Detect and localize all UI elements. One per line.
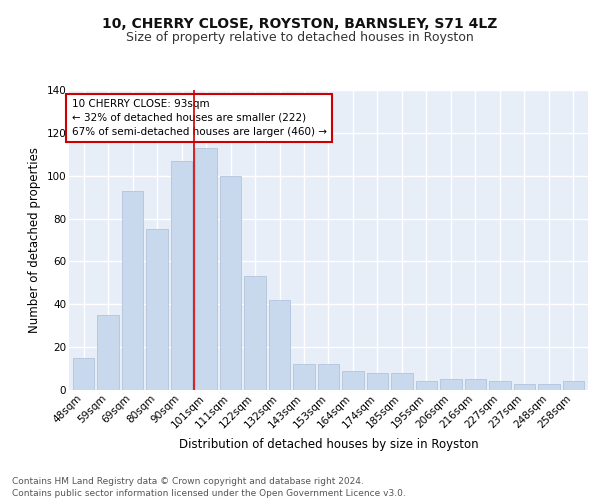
Bar <box>171 160 193 390</box>
Bar <box>146 230 168 390</box>
Bar <box>416 382 437 390</box>
Text: 10 CHERRY CLOSE: 93sqm
← 32% of detached houses are smaller (222)
67% of semi-de: 10 CHERRY CLOSE: 93sqm ← 32% of detached… <box>71 99 326 137</box>
Bar <box>440 380 461 390</box>
Bar <box>293 364 315 390</box>
Bar <box>342 370 364 390</box>
Bar <box>318 364 339 390</box>
Bar <box>73 358 94 390</box>
Bar <box>220 176 241 390</box>
Text: Contains HM Land Registry data © Crown copyright and database right 2024.
Contai: Contains HM Land Registry data © Crown c… <box>12 476 406 498</box>
Bar <box>196 148 217 390</box>
Bar <box>97 315 119 390</box>
Text: 10, CHERRY CLOSE, ROYSTON, BARNSLEY, S71 4LZ: 10, CHERRY CLOSE, ROYSTON, BARNSLEY, S71… <box>103 18 497 32</box>
X-axis label: Distribution of detached houses by size in Royston: Distribution of detached houses by size … <box>179 438 478 451</box>
Bar <box>391 373 413 390</box>
Bar <box>538 384 560 390</box>
Bar <box>489 382 511 390</box>
Bar <box>464 380 486 390</box>
Text: Size of property relative to detached houses in Royston: Size of property relative to detached ho… <box>126 31 474 44</box>
Bar <box>269 300 290 390</box>
Y-axis label: Number of detached properties: Number of detached properties <box>28 147 41 333</box>
Bar <box>122 190 143 390</box>
Bar <box>367 373 388 390</box>
Bar <box>244 276 266 390</box>
Bar <box>514 384 535 390</box>
Bar <box>563 382 584 390</box>
